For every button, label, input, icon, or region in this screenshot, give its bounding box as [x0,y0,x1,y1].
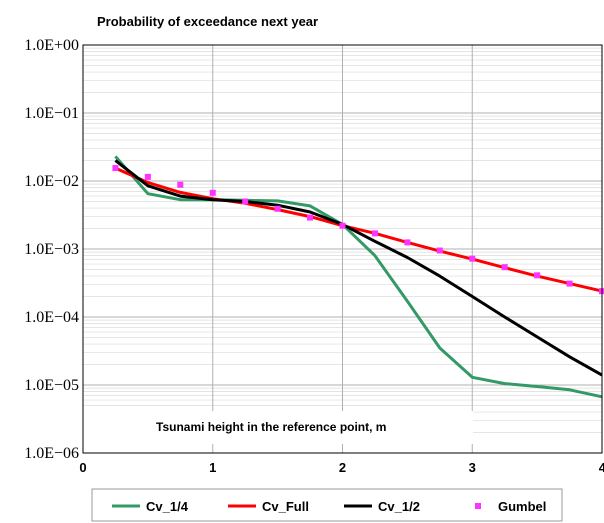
x-tick-labels: 0 1 2 3 4 [79,460,604,475]
line-cv-1-4 [114,155,603,399]
line-cv-1-2 [114,159,603,377]
legend-box [91,488,563,522]
x-tick-label: 1 [209,460,216,475]
gridlines [83,45,602,454]
y-tick-label: 1.0E+00 [24,37,79,54]
line-cv-full [114,166,603,293]
x-tick-label: 3 [469,460,476,475]
point-gumbel [404,239,411,246]
point-gumbel [144,173,151,180]
y-tick-label: 1.0E−05 [24,377,79,394]
legend-marker-gumbel [475,503,481,509]
point-gumbel [209,189,216,196]
x-axis-label: Tsunami height in the reference point, m [156,420,386,434]
x-tick-label: 0 [79,460,86,475]
y-tick-label: 1.0E−02 [24,173,79,190]
data-series [112,155,604,399]
legend: Cv_1/4 Cv_Full Cv_1/2 Gumbel [91,488,563,522]
point-gumbel [339,222,346,229]
x-tick-label: 2 [339,460,346,475]
legend-label-gumbel: Gumbel [498,499,546,514]
point-gumbel [534,272,541,279]
point-gumbel [371,230,378,237]
point-gumbel [436,247,443,254]
point-gumbel [177,181,184,188]
x-axis-label-background [83,411,473,444]
y-tick-label: 1.0E−06 [24,445,79,462]
point-gumbel [112,165,119,172]
point-gumbel [469,255,476,262]
y-tick-labels: 1.0E+00 1.0E−01 1.0E−02 1.0E−03 1.0E−04 1.0E−… [24,37,79,462]
y-tick-label: 1.0E−04 [24,309,79,326]
point-gumbel [501,264,508,271]
legend-label-cv-full: Cv_Full [262,499,309,514]
y-tick-label: 1.0E−03 [24,241,79,258]
plot-frame [82,44,603,454]
point-gumbel [307,214,314,221]
point-gumbel [242,198,249,205]
x-tick-label: 4 [599,460,604,475]
y-tick-label: 1.0E−01 [24,105,79,122]
chart-title: Probability of exceedance next year [97,14,318,29]
point-gumbel [274,205,281,212]
legend-label-cv-1-4: Cv_1/4 [146,499,189,514]
point-gumbel [566,280,573,287]
legend-label-cv-1-2: Cv_1/2 [378,499,420,514]
